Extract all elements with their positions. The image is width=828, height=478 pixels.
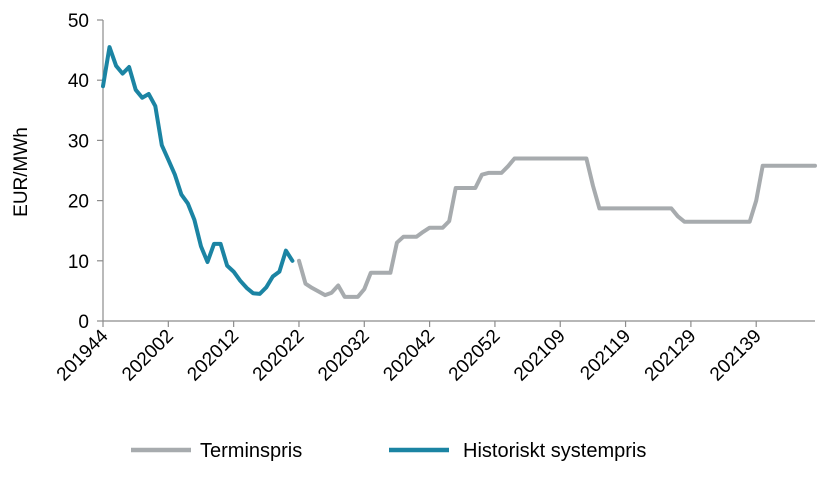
x-tick-label: 202109 (510, 326, 570, 386)
x-tick-label: 202042 (379, 326, 439, 386)
y-tick-label: 10 (68, 252, 89, 273)
x-tick-label: 202052 (445, 326, 505, 386)
y-axis-title: EUR/MWh (11, 127, 32, 217)
x-tick-label: 202032 (314, 326, 374, 386)
y-tick-label: 40 (68, 71, 89, 92)
y-tick-label: 30 (68, 131, 89, 152)
x-tick-label: 202012 (183, 326, 243, 386)
y-axis: 0 10 20 30 40 50 (68, 11, 104, 333)
y-tick-label: 0 (78, 312, 89, 333)
x-tick-label: 202022 (249, 326, 309, 386)
legend-item-terminspris-label: Terminspris (200, 440, 302, 462)
series-line-terminspris (297, 156, 817, 299)
x-tick-label: 202139 (706, 326, 766, 386)
legend-item-historiskt-systempris-label: Historiskt systempris (463, 440, 646, 462)
x-axis: 201944 202002 202012 202022 202032 202042 2020… (53, 320, 815, 386)
series-layer (101, 45, 817, 299)
x-tick-label: 202002 (118, 326, 178, 386)
y-tick-label: 50 (68, 11, 89, 32)
x-tick-label: 202119 (576, 326, 635, 385)
x-tick-label: 202129 (641, 326, 701, 386)
series-line-historiskt-systempris (101, 45, 295, 296)
y-tick-label: 20 (68, 192, 89, 213)
legend: Terminspris Historiskt systempris (131, 440, 646, 462)
x-tick-label: 201944 (53, 325, 113, 385)
